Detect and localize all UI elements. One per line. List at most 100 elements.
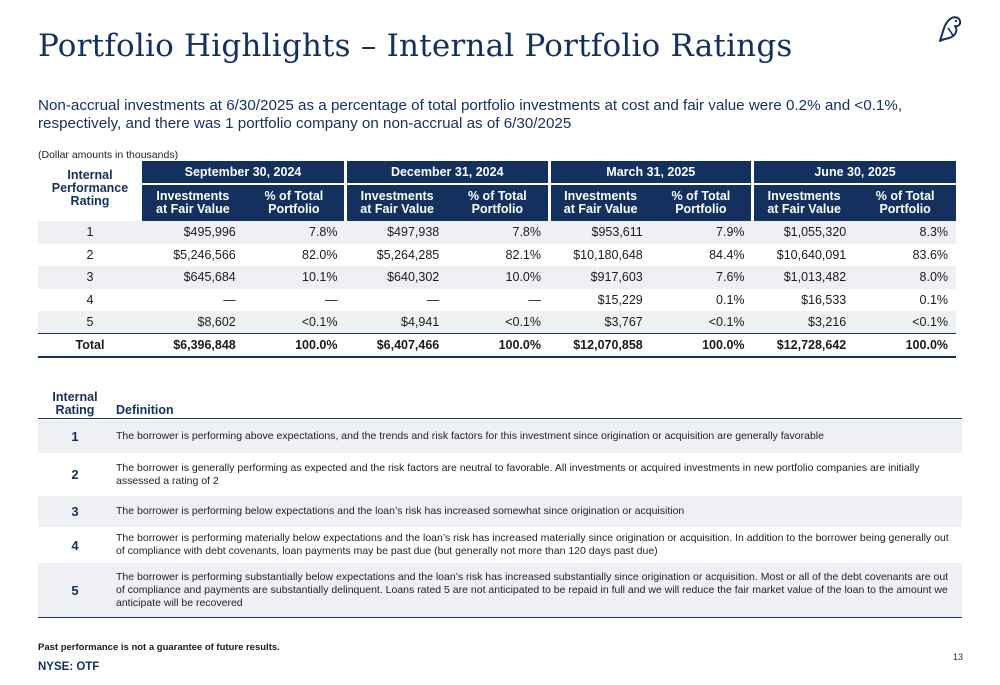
rating-column-header: Internal Performance Rating	[38, 161, 142, 221]
fair-value-cell: $645,684	[142, 266, 244, 289]
rating-cell: 5	[38, 311, 142, 334]
pct-portfolio-cell: 10.1%	[243, 266, 346, 289]
fair-value-cell: $5,246,566	[142, 243, 244, 267]
performance-disclaimer: Past performance is not a guarantee of f…	[38, 642, 280, 653]
page-number: 13	[953, 652, 964, 662]
pct-portfolio-cell: <0.1%	[243, 311, 346, 334]
rating-cell: 3	[38, 266, 142, 289]
pct-portfolio-cell: 82.0%	[243, 243, 346, 267]
fair-value-cell: $1,055,320	[752, 221, 855, 244]
pct-portfolio-cell: 83.6%	[854, 243, 957, 267]
definition-text: The borrower is performing materially be…	[116, 532, 949, 557]
fair-value-cell: $16,533	[752, 288, 855, 312]
pct-portfolio-cell: <0.1%	[650, 311, 753, 334]
definition-header: Definition	[116, 403, 174, 417]
definition-text: The borrower is performing substantially…	[116, 570, 949, 609]
definition-rating: 4	[71, 537, 79, 553]
total-row: Total $6,396,848 100.0% $6,407,466 100.0% $12…	[38, 333, 957, 358]
pct-portfolio-cell: 82.1%	[447, 243, 549, 267]
pct-portfolio-cell: 100.0%	[650, 333, 753, 358]
fair-value-cell: $4,941	[345, 311, 448, 334]
pct-portfolio-header: % of Total Portfolio	[650, 183, 753, 221]
pct-portfolio-cell: 0.1%	[650, 288, 753, 312]
fair-value-header: Investments at Fair Value	[344, 183, 448, 221]
pct-portfolio-cell: 100.0%	[854, 333, 957, 358]
definition-rating: 5	[71, 582, 79, 598]
fair-value-cell: $10,180,648	[549, 243, 651, 267]
fair-value-cell: $917,603	[549, 266, 651, 289]
fair-value-cell: $8,602	[142, 311, 244, 334]
fair-value-cell: $10,640,091	[752, 243, 855, 267]
pct-portfolio-cell: 7.8%	[447, 221, 549, 244]
internal-rating-header: Internal Rating	[52, 390, 98, 417]
table-row: 2 $5,246,566 82.0% $5,264,285 82.1% $10,180,6…	[38, 243, 957, 267]
fair-value-cell: $640,302	[345, 266, 448, 289]
definition-rating: 3	[71, 504, 79, 519]
fair-value-cell: $953,611	[549, 221, 651, 244]
dollar-amounts-note: (Dollar amounts in thousands)	[38, 149, 179, 161]
definition-rating: 1	[71, 429, 79, 444]
definition-text: The borrower is performing below expecta…	[116, 505, 685, 517]
pct-portfolio-cell: 84.4%	[650, 243, 753, 267]
internal-ratings-table: Internal Performance Rating September 30…	[38, 161, 957, 358]
period-header: September 30, 2024	[142, 161, 346, 184]
period-header: June 30, 2025	[751, 161, 957, 184]
definitions-table: 1 The borrower is performing above expect…	[38, 420, 962, 618]
pct-portfolio-header: % of Total Portfolio	[243, 183, 346, 221]
non-accrual-summary: Non-accrual investments at 6/30/2025 as …	[38, 97, 903, 132]
fair-value-cell: $6,407,466	[345, 333, 448, 358]
fair-value-cell: $495,996	[142, 221, 244, 244]
pct-portfolio-cell: 100.0%	[447, 333, 549, 358]
rating-cell: 1	[38, 221, 142, 244]
period-header: December 31, 2024	[344, 161, 549, 184]
pct-portfolio-cell: 8.0%	[854, 266, 957, 289]
fair-value-cell: —	[142, 288, 244, 312]
definition-text: The borrower is generally performing as …	[116, 461, 920, 487]
page-title: Portfolio Highlights – Internal Portfoli…	[38, 28, 793, 64]
pct-portfolio-cell: 10.0%	[447, 266, 549, 289]
pct-portfolio-cell: <0.1%	[854, 311, 957, 334]
pct-portfolio-cell: 7.8%	[243, 221, 346, 244]
pct-portfolio-cell: 7.9%	[650, 221, 753, 244]
fair-value-cell: $12,070,858	[549, 333, 651, 358]
definition-row: 1 The borrower is performing above expect…	[38, 420, 962, 455]
table-row: 5 $8,602 <0.1% $4,941 <0.1% $3,767 <0.1% $3,216…	[38, 311, 957, 334]
fair-value-cell: $497,938	[345, 221, 448, 244]
definition-rating: 2	[71, 467, 79, 482]
definition-row: 5 The borrower is performing substantiall…	[38, 563, 962, 618]
definition-row: 3 The borrower is performing below expect…	[38, 496, 962, 529]
fair-value-cell: $15,229	[549, 288, 651, 312]
pct-portfolio-cell: 0.1%	[854, 288, 957, 312]
table-row: 3 $645,684 10.1% $640,302 10.0% $917,603 7.6% $…	[38, 266, 957, 289]
bird-logo-icon	[939, 16, 962, 42]
fair-value-cell: $3,767	[549, 311, 651, 334]
rating-cell: Total	[38, 333, 142, 358]
table-row: 4— — — — $15,229 0.1% $16,533 0.1%	[38, 288, 957, 312]
pct-portfolio-cell: <0.1%	[447, 311, 549, 334]
pct-portfolio-header: % of Total Portfolio	[854, 183, 957, 221]
fair-value-header: Investments at Fair Value	[142, 183, 244, 221]
pct-portfolio-cell: 100.0%	[243, 333, 346, 358]
definition-row: 2 The borrower is generally performing as…	[38, 455, 962, 496]
fair-value-cell: $5,264,285	[345, 243, 448, 267]
ticker-label: NYSE: OTF	[38, 661, 100, 673]
period-header: March 31, 2025	[547, 161, 753, 184]
fair-value-cell: —	[345, 288, 448, 312]
pct-portfolio-header: % of Total Portfolio	[447, 183, 549, 221]
pct-portfolio-cell: —	[447, 288, 549, 312]
fair-value-cell: $6,396,848	[142, 333, 244, 358]
fair-value-cell: $12,728,642	[752, 333, 855, 358]
rating-cell: 2	[38, 243, 142, 267]
table-row: 1 $495,996 7.8% $497,938 7.8% $953,611 7.9% $1,…	[38, 221, 957, 244]
fair-value-cell: $3,216	[752, 311, 855, 334]
definition-text: The borrower is performing above expecta…	[116, 430, 824, 442]
pct-portfolio-cell: —	[243, 288, 346, 312]
pct-portfolio-cell: 7.6%	[650, 266, 753, 289]
fair-value-header: Investments at Fair Value	[547, 183, 651, 221]
fair-value-header: Investments at Fair Value	[751, 183, 855, 221]
fair-value-cell: $1,013,482	[752, 266, 855, 289]
pct-portfolio-cell: 8.3%	[854, 221, 957, 244]
rating-cell: 4	[38, 288, 142, 312]
definition-row: 4 The borrower is performing materially b…	[38, 529, 962, 563]
definitions-header: Internal Rating Definition	[38, 391, 962, 419]
